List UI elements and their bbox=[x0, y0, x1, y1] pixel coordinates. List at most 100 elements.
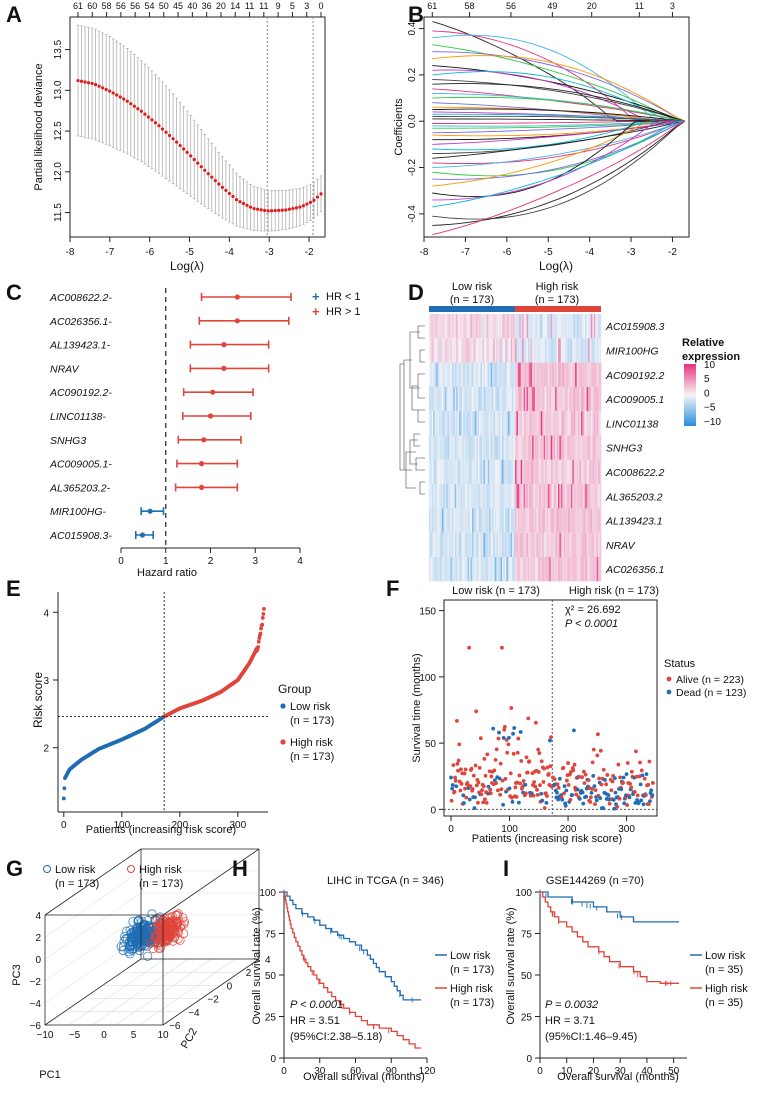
heatmap-cell bbox=[447, 532, 450, 557]
heatmap-cell bbox=[484, 557, 487, 582]
heatmap-cell bbox=[556, 338, 559, 363]
heatmap-cell bbox=[565, 532, 567, 557]
heatmap-cell bbox=[496, 557, 499, 582]
heatmap-cell bbox=[532, 508, 534, 533]
heatmap-cell bbox=[444, 532, 447, 557]
heatmap-cell bbox=[454, 459, 457, 485]
f-patient-point bbox=[468, 784, 473, 789]
g-pc1-tick-label: 10 bbox=[157, 1030, 169, 1041]
heatmap-cell bbox=[487, 338, 490, 363]
heatmap-cell bbox=[451, 362, 454, 387]
heatmap-cell bbox=[500, 484, 503, 509]
heatmap-cell bbox=[433, 362, 436, 387]
c-row-label: AC009005.1- bbox=[49, 459, 112, 471]
heatmap-cell bbox=[513, 532, 516, 557]
h-stat-p: P < 0.0001 bbox=[290, 999, 343, 1011]
heatmap-cell bbox=[492, 557, 494, 582]
heatmap-cell bbox=[550, 386, 553, 412]
heatmap-cell bbox=[549, 338, 552, 363]
heatmap-cell bbox=[522, 508, 524, 533]
heatmap-cell bbox=[453, 338, 456, 363]
heatmap-cell bbox=[437, 314, 440, 339]
heatmap-cell bbox=[585, 362, 587, 387]
heatmap-cell bbox=[487, 484, 490, 509]
heatmap-cell bbox=[576, 386, 579, 412]
heatmap-cell bbox=[454, 411, 457, 436]
heatmap-cell bbox=[590, 557, 593, 582]
f-patient-point bbox=[619, 787, 624, 792]
heatmap-cell bbox=[523, 338, 526, 363]
f-patient-point bbox=[501, 802, 506, 807]
heatmap-cell bbox=[480, 459, 483, 485]
f-patient-point bbox=[583, 772, 588, 777]
heatmap-cell bbox=[470, 362, 473, 387]
heatmap-cell bbox=[492, 386, 494, 412]
heatmap-cell bbox=[477, 508, 480, 533]
heatmap-cell bbox=[499, 362, 501, 387]
f-patient-point bbox=[601, 806, 606, 811]
a-x-tick-label: -4 bbox=[225, 247, 234, 258]
c-row-label: AL365203.2- bbox=[49, 482, 111, 494]
heatmap-cell bbox=[522, 314, 524, 339]
heatmap-cell bbox=[497, 338, 500, 363]
heatmap-cell bbox=[467, 508, 470, 533]
f-patient-point bbox=[523, 782, 528, 787]
heatmap-cell bbox=[482, 314, 484, 339]
heatmap-cell bbox=[586, 484, 589, 509]
heatmap-cell bbox=[555, 508, 557, 533]
c-hr-point bbox=[221, 365, 227, 371]
b-y-tick-label: -0.4 bbox=[407, 205, 418, 223]
heatmap-cell bbox=[446, 362, 448, 387]
heatmap-cell bbox=[520, 508, 523, 533]
f-patient-point bbox=[598, 796, 603, 801]
f-patient-point bbox=[478, 736, 483, 741]
heatmap-cell bbox=[596, 459, 599, 485]
heatmap-cell bbox=[530, 557, 533, 582]
heatmap-cell bbox=[467, 435, 470, 460]
heatmap-cell bbox=[437, 411, 440, 436]
f-patient-point bbox=[449, 775, 453, 780]
f-patient-point bbox=[511, 751, 516, 756]
heatmap-cell bbox=[599, 411, 602, 436]
heatmap-cell bbox=[563, 362, 566, 387]
heatmap-cell bbox=[579, 435, 582, 460]
heatmap-cell bbox=[443, 532, 446, 557]
heatmap-cell bbox=[556, 435, 559, 460]
heatmap-cell bbox=[519, 459, 522, 485]
a-deviance-point bbox=[83, 80, 87, 84]
heatmap-cell bbox=[543, 459, 546, 485]
heatmap-cell bbox=[510, 338, 513, 363]
heatmap-cell bbox=[552, 484, 554, 509]
heatmap-cell bbox=[546, 557, 549, 582]
heatmap-cell bbox=[570, 459, 573, 485]
heatmap-cell bbox=[434, 362, 437, 387]
heatmap-cell bbox=[589, 532, 592, 557]
heatmap-cell bbox=[537, 484, 540, 509]
heatmap-cell bbox=[479, 459, 481, 485]
heatmap-cell bbox=[517, 435, 520, 460]
e-risk-point bbox=[258, 631, 263, 636]
heatmap-cell bbox=[479, 314, 481, 339]
heatmap-cell bbox=[476, 435, 479, 460]
heatmap-cell bbox=[595, 532, 597, 557]
c-hr-point bbox=[234, 294, 240, 300]
heatmap-cell bbox=[472, 557, 474, 582]
heatmap-cell bbox=[553, 411, 556, 436]
f-patient-point bbox=[479, 792, 484, 797]
heatmap-cell bbox=[503, 557, 506, 582]
heatmap-cell bbox=[546, 314, 549, 339]
g-pc2-tick-label: 0 bbox=[227, 981, 233, 992]
heatmap-cell bbox=[502, 362, 504, 387]
f-patient-point bbox=[488, 787, 493, 792]
f-legend-dead: Dead (n = 123) bbox=[676, 687, 746, 699]
a-deviance-point bbox=[238, 200, 242, 204]
heatmap-cell bbox=[443, 435, 446, 460]
heatmap-cell bbox=[575, 435, 577, 460]
heatmap-cell bbox=[472, 484, 474, 509]
heatmap-cell bbox=[553, 484, 556, 509]
heatmap-cell bbox=[515, 532, 517, 557]
heatmap-cell bbox=[441, 386, 444, 412]
heatmap-cell bbox=[566, 362, 569, 387]
heatmap-cell bbox=[576, 362, 579, 387]
